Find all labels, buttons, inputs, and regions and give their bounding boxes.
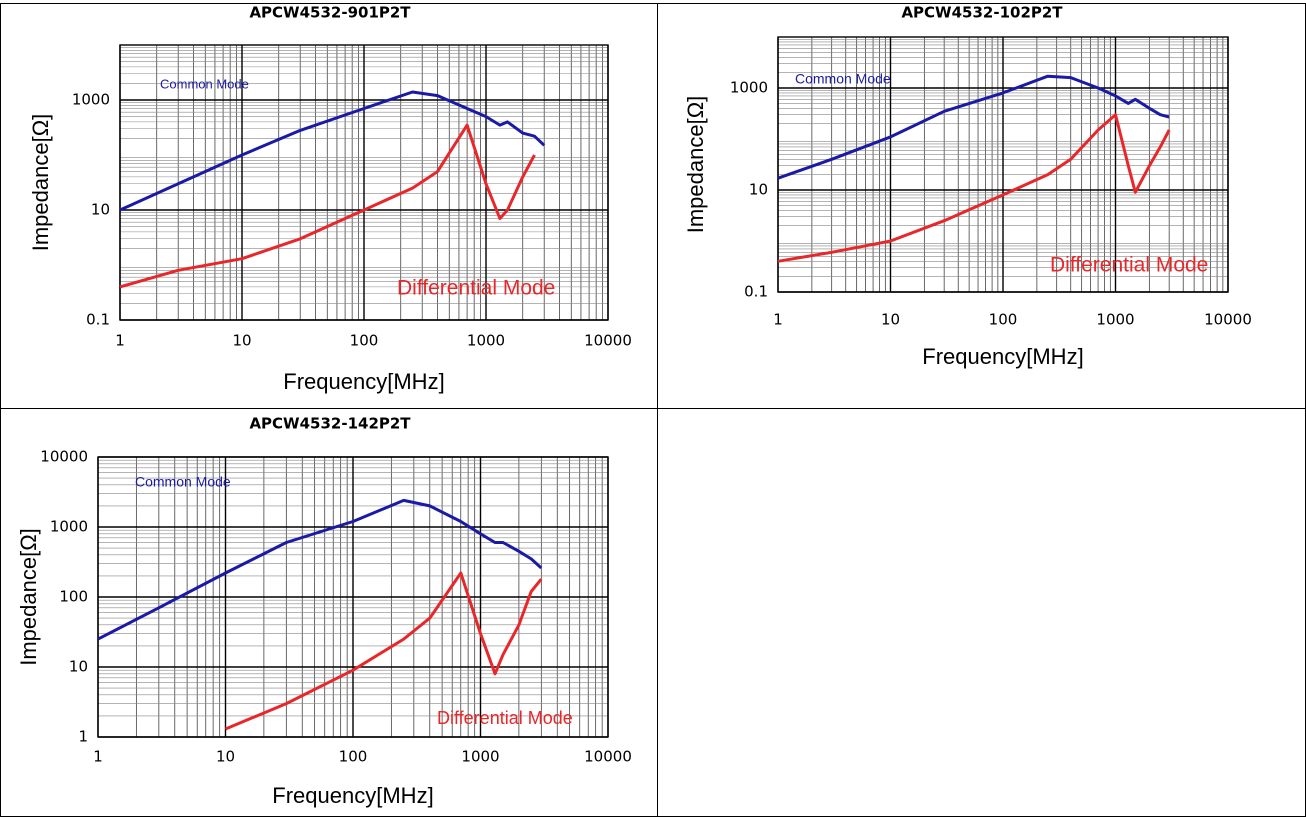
y-tick-label: 0.1	[86, 311, 110, 329]
x-tick-label: 100	[989, 311, 1018, 329]
x-tick-label: 10	[216, 748, 235, 766]
series-annotation: Common Mode	[795, 71, 891, 87]
x-tick-label: 10000	[584, 748, 632, 766]
x-tick-label: 1000	[1096, 311, 1134, 329]
y-tick-label: 10	[749, 181, 768, 199]
series-line	[224, 571, 543, 731]
y-tick-label: 1000	[72, 91, 110, 109]
x-tick-label: 10	[881, 311, 900, 329]
series-annotation: Differential Mode	[437, 708, 573, 728]
chart-title: APCW4532-901P2T	[249, 4, 411, 22]
y-axis-label: Impedance[Ω]	[16, 528, 41, 666]
x-tick-label: 1	[115, 332, 125, 350]
series-line	[119, 90, 546, 212]
chart: 1 10 100 1000 10000 0.1 10 1000 APCW4532-102P2T F…	[683, 4, 1252, 369]
y-tick-label: 1	[78, 728, 88, 746]
x-tick-label: 10000	[584, 332, 632, 350]
series-line	[97, 498, 543, 641]
chart: 1 10 100 1000 10000 0.1 10 1000 APCW4532-901P2T F…	[28, 4, 632, 394]
y-tick-label: 10	[69, 658, 88, 676]
plot-border	[119, 44, 609, 321]
x-tick-label: 100	[350, 332, 379, 350]
x-tick-label: 100	[339, 748, 368, 766]
x-tick-label: 10000	[1204, 311, 1252, 329]
series-annotation: Differential Mode	[397, 277, 555, 300]
y-tick-label: 1000	[730, 79, 768, 97]
x-axis-label: Frequency[MHz]	[283, 369, 444, 394]
plot-border	[97, 456, 609, 738]
x-tick-label: 1	[773, 311, 783, 329]
chart: 1 10 100 1000 10000 1 10 100 1000 10000 APCW4532-1…	[16, 415, 632, 808]
series-annotation: Differential Mode	[1050, 254, 1208, 277]
x-tick-label: 1000	[467, 332, 505, 350]
y-tick-label: 10	[91, 201, 110, 219]
series-line	[777, 74, 1170, 180]
plot-border	[777, 36, 1229, 293]
y-tick-label: 0.1	[744, 283, 768, 301]
chart-title: APCW4532-102P2T	[901, 4, 1063, 22]
y-tick-label: 10000	[40, 448, 88, 466]
series-line	[119, 123, 536, 289]
x-axis-label: Frequency[MHz]	[922, 344, 1083, 369]
y-axis-label: Impedance[Ω]	[28, 114, 53, 252]
x-axis-label: Frequency[MHz]	[272, 783, 433, 808]
series-annotation: Common Mode	[135, 474, 231, 490]
y-tick-label: 1000	[50, 518, 88, 536]
series-line	[777, 113, 1171, 263]
x-tick-label: 10	[232, 332, 251, 350]
x-tick-label: 1000	[461, 748, 499, 766]
y-axis-label: Impedance[Ω]	[683, 96, 708, 234]
y-tick-label: 100	[59, 588, 88, 606]
x-tick-label: 1	[93, 748, 103, 766]
series-annotation: Common Mode	[160, 76, 249, 91]
chart-title: APCW4532-142P2T	[249, 415, 411, 433]
